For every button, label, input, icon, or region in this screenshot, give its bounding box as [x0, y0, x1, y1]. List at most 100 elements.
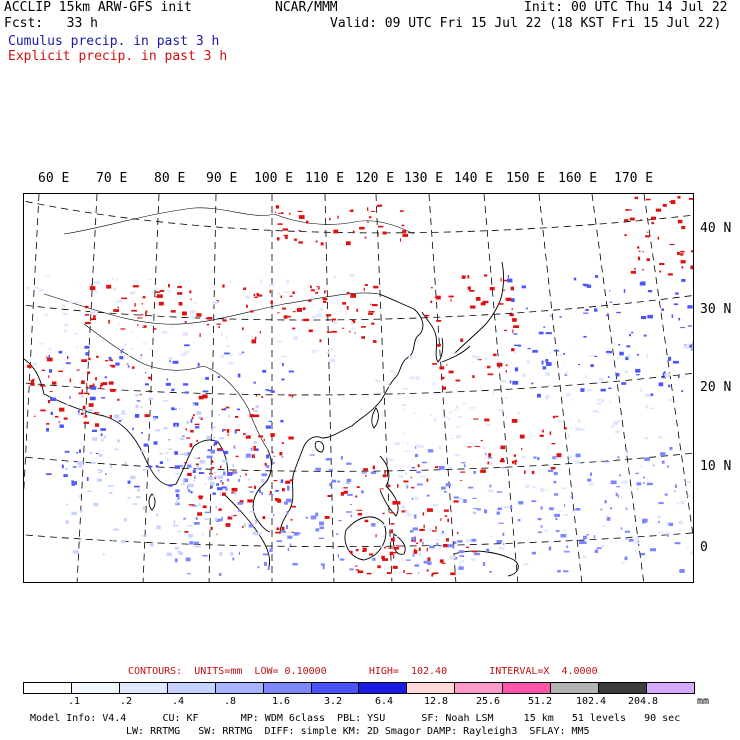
precip-speckle [646, 354, 648, 359]
precip-speckle [471, 355, 477, 358]
precip-speckle [96, 478, 102, 482]
precip-speckle [426, 494, 430, 497]
precip-speckle [693, 503, 694, 507]
precip-speckle [447, 544, 453, 548]
precip-speckle [289, 295, 293, 297]
precip-speckle [677, 196, 681, 199]
precip-speckle [227, 433, 229, 437]
precip-speckle [156, 513, 159, 517]
precip-speckle [584, 284, 590, 287]
precip-speckle [511, 308, 513, 310]
precip-speckle [81, 412, 85, 415]
precip-speckle [544, 529, 549, 532]
precip-speckle [93, 315, 96, 319]
precip-speckle [601, 399, 605, 403]
legend-explicit: Explicit precip. in past 3 h [8, 49, 228, 64]
precip-speckle [286, 279, 290, 284]
precip-speckle [425, 314, 428, 318]
precip-speckle [507, 275, 509, 279]
precip-speckle [76, 369, 80, 371]
precip-speckle [218, 573, 222, 576]
precip-speckle [382, 558, 389, 561]
precip-speckle [148, 390, 150, 393]
precip-speckle [557, 569, 561, 573]
precip-speckle [636, 482, 642, 486]
precip-speckle [415, 446, 417, 449]
precip-speckle [482, 446, 486, 449]
precip-speckle [292, 327, 296, 330]
precip-speckle [370, 303, 372, 305]
precip-speckle [586, 534, 589, 536]
precip-speckle [537, 531, 542, 534]
precip-speckle [281, 378, 285, 381]
precip-speckle [117, 323, 120, 326]
precip-speckle [472, 430, 474, 432]
precip-speckle [290, 519, 293, 521]
colorbar-tick: .4 [171, 696, 185, 707]
precip-speckle [458, 497, 463, 501]
precip-speckle [63, 417, 68, 420]
precip-speckle [47, 400, 51, 404]
precip-speckle [411, 466, 416, 469]
precip-speckle [449, 438, 454, 440]
precip-speckle [459, 555, 465, 557]
precip-speckle [227, 472, 233, 476]
precip-speckle [674, 490, 676, 492]
precip-speckle [411, 497, 414, 500]
precip-speckle [658, 382, 664, 387]
precip-speckle [254, 532, 260, 536]
precip-speckle [331, 479, 337, 483]
precip-speckle [211, 485, 213, 489]
precip-speckle [59, 424, 64, 428]
precip-speckle [135, 394, 139, 397]
precip-speckle [144, 414, 150, 418]
precip-speckle [412, 553, 415, 557]
precip-speckle [674, 542, 681, 545]
precip-speckle [382, 535, 385, 538]
precip-speckle [298, 215, 305, 219]
precip-speckle [253, 441, 257, 444]
precip-speckle [327, 495, 332, 497]
precip-speckle [496, 511, 500, 515]
precip-speckle [214, 517, 218, 522]
precip-speckle [77, 409, 80, 413]
precip-speckle [48, 347, 52, 351]
colorbar-cell [263, 683, 312, 693]
precip-speckle [346, 511, 352, 513]
precip-speckle [496, 362, 503, 367]
precip-speckle [305, 516, 308, 519]
precip-speckle [237, 373, 241, 378]
precip-speckle [196, 439, 198, 443]
precip-speckle [643, 334, 647, 337]
precip-speckle [211, 460, 214, 463]
precip-speckle [311, 315, 317, 318]
precip-speckle [286, 511, 289, 515]
precip-speckle [354, 332, 356, 334]
precip-speckle [377, 225, 384, 228]
precip-speckle [175, 473, 180, 475]
precip-speckle [134, 413, 140, 418]
precip-speckle [89, 385, 95, 389]
precip-speckle [215, 506, 217, 508]
precip-speckle [473, 418, 479, 420]
precip-speckle [612, 421, 619, 426]
precip-speckle [200, 417, 203, 420]
precip-speckle [609, 301, 613, 303]
precip-speckle [598, 377, 603, 382]
precip-speckle [143, 443, 149, 447]
precip-speckle [537, 518, 542, 521]
precip-speckle [108, 356, 112, 360]
precip-speckle [678, 520, 684, 525]
lon-label: 100 E [254, 171, 294, 186]
precip-speckle [453, 557, 458, 560]
precip-speckle [323, 290, 326, 294]
precip-speckle [634, 267, 636, 271]
precip-speckle [326, 314, 331, 316]
precip-speckle [375, 534, 377, 538]
precip-speckle [687, 495, 691, 497]
precip-speckle [152, 328, 157, 330]
precip-speckle [453, 409, 460, 411]
precip-speckle [281, 442, 284, 444]
precip-speckle [236, 408, 240, 411]
precip-speckle [545, 359, 549, 363]
